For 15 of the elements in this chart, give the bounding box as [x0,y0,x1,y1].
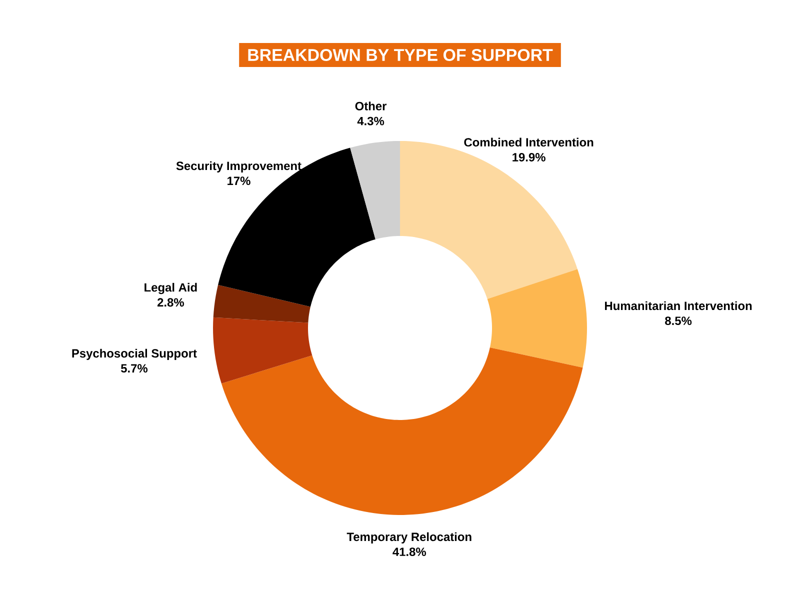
data-label: 41.8% [392,548,426,556]
data-label: 17% [228,176,250,186]
data-label: 4.3% [357,116,384,126]
data-label: 5.7% [120,364,148,373]
slice-label: Other [355,102,387,110]
slice-label: Legal Aid [144,282,197,294]
data-label: 8.5% [665,316,692,326]
data-label: 19.9% [512,153,546,162]
slice-label: Temporary Relocation [346,532,472,544]
data-label: 2.8% [157,298,184,307]
slice-label: Combined Intervention [464,138,594,147]
slice-label: Security Improvement [176,161,302,172]
slice-label: Psychosocial Support [72,348,197,360]
chart-title: BREAKDOWN BY TYPE OF SUPPORT [248,48,553,61]
slice-label: Humanitarian Intervention [605,301,752,310]
